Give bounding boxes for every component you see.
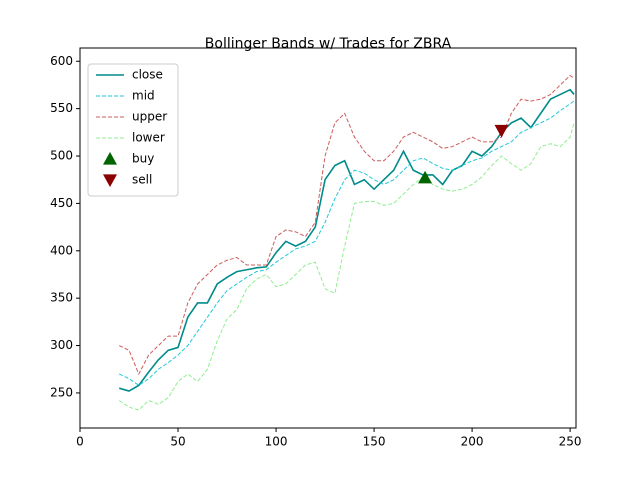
legend-swatch xyxy=(103,174,117,187)
series-line xyxy=(118,100,575,386)
y-tick-label: 400 xyxy=(50,243,73,257)
y-tick-label: 300 xyxy=(50,338,73,352)
legend-label: upper xyxy=(132,110,167,124)
x-tick-label: 200 xyxy=(461,435,484,449)
legend-label: close xyxy=(132,68,163,82)
y-tick-label: 350 xyxy=(50,291,73,305)
y-tick-label: 250 xyxy=(50,385,73,399)
y-tick-label: 600 xyxy=(50,54,73,68)
legend-label: mid xyxy=(132,89,155,103)
y-tick-label: 550 xyxy=(50,101,73,115)
y-tick-label: 450 xyxy=(50,196,73,210)
trade-marker xyxy=(418,170,433,184)
x-tick-label: 150 xyxy=(363,435,386,449)
legend-label: sell xyxy=(132,173,152,187)
trade-marker xyxy=(494,124,509,138)
x-tick-label: 0 xyxy=(76,435,84,449)
legend-label: lower xyxy=(132,131,165,145)
legend-swatch xyxy=(103,152,117,165)
series-line xyxy=(118,122,575,411)
legend-label: buy xyxy=(132,152,154,166)
series-line xyxy=(118,74,575,376)
y-tick-label: 500 xyxy=(50,149,73,163)
x-tick-label: 250 xyxy=(559,435,582,449)
x-tick-label: 100 xyxy=(265,435,288,449)
plot-area xyxy=(79,47,577,429)
chart-title: Bollinger Bands w/ Trades for ZBRA xyxy=(205,36,452,52)
x-tick-label: 50 xyxy=(170,435,185,449)
